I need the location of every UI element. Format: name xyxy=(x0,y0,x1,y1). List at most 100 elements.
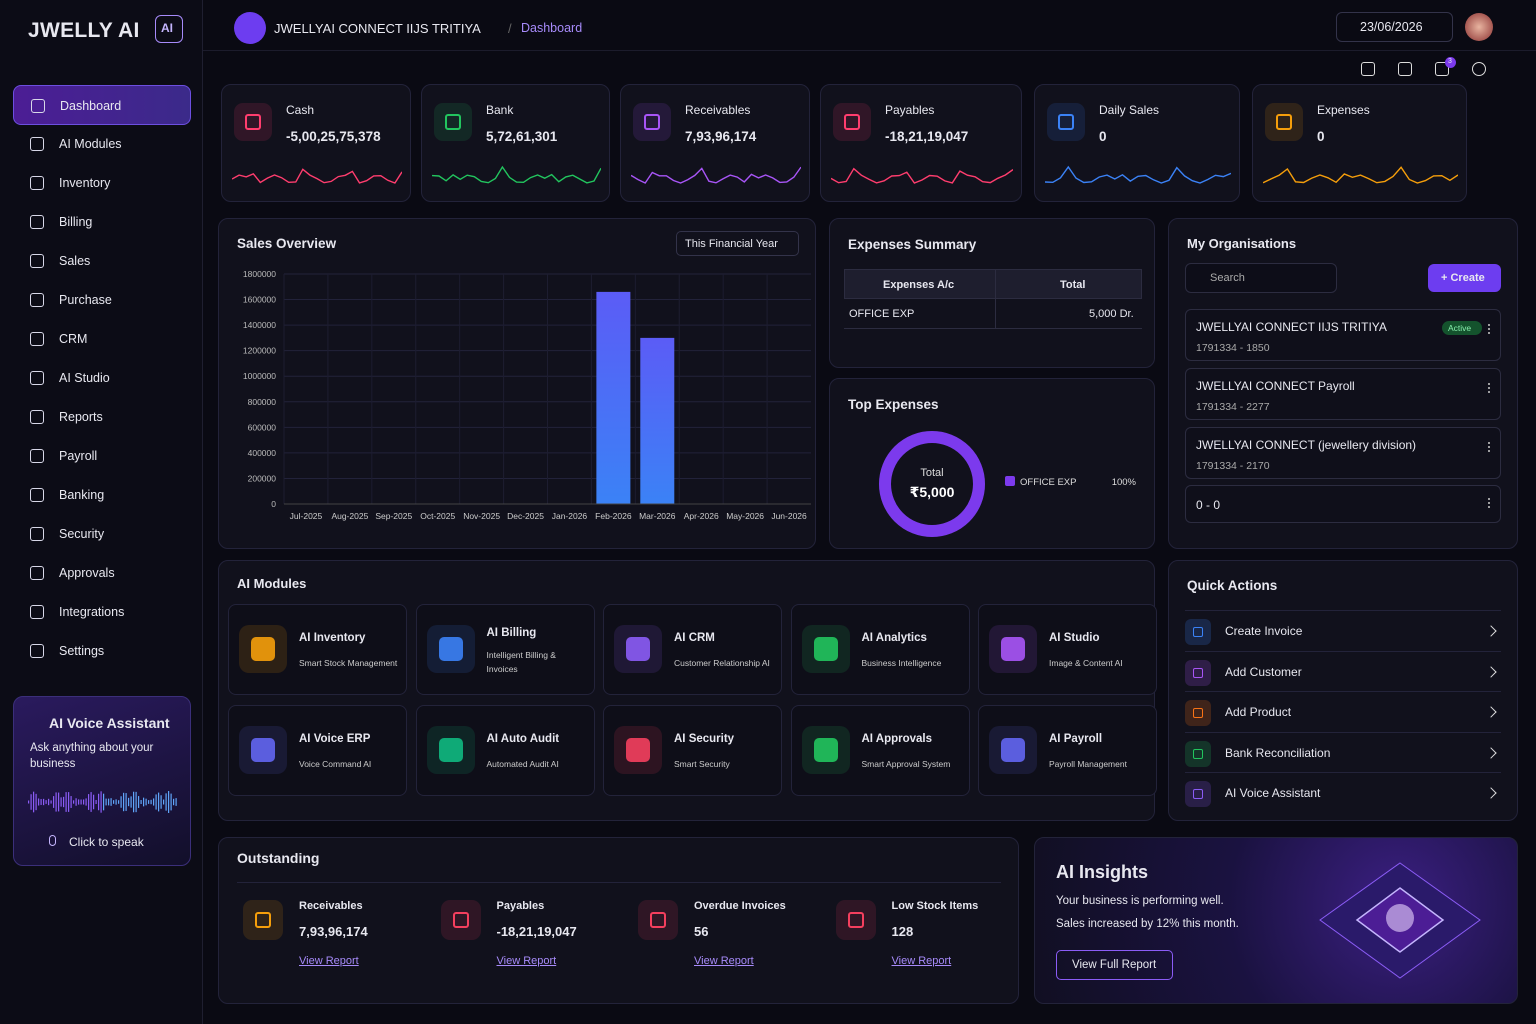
org-item[interactable]: JWELLYAI CONNECT Payroll 1791334 - 2277 xyxy=(1185,368,1501,420)
report-button[interactable]: View Full Report xyxy=(1056,950,1173,980)
module-name: AI Inventory xyxy=(299,632,366,644)
org-code: 1791334 - 2277 xyxy=(1196,401,1270,413)
refresh-icon[interactable] xyxy=(1398,62,1412,76)
module-card[interactable]: AI Analytics Business Intelligence xyxy=(790,604,970,695)
nav-icon xyxy=(30,488,44,502)
breadcrumb[interactable]: Dashboard xyxy=(521,21,583,35)
wave-bar xyxy=(165,793,167,811)
nav-item[interactable]: Purchase xyxy=(13,280,191,320)
nav-label: Inventory xyxy=(59,176,111,190)
quick-action[interactable]: Bank Reconciliation xyxy=(1185,731,1501,773)
module-glyph xyxy=(438,738,463,762)
module-name: AI Voice ERP xyxy=(299,733,371,745)
module-card[interactable]: AI CRM Customer Relationship AI xyxy=(603,604,782,695)
search-box[interactable]: Search xyxy=(1185,263,1337,293)
kebab-dot xyxy=(1488,332,1490,334)
report-link[interactable]: View Report xyxy=(496,955,557,967)
org-item[interactable]: 0 - 0 xyxy=(1185,485,1501,523)
nav-item[interactable]: Security xyxy=(13,514,191,554)
module-desc: Smart Approval System xyxy=(861,759,951,769)
report-link[interactable]: View Report xyxy=(694,955,754,967)
module-card[interactable]: AI Payroll Payroll Management xyxy=(978,705,1157,796)
outstanding-icon xyxy=(835,900,876,940)
nav-item[interactable]: AI Modules xyxy=(13,124,191,164)
wave-bar xyxy=(95,799,97,805)
nav-item[interactable]: Banking xyxy=(13,475,191,515)
nav-item[interactable]: Sales xyxy=(13,241,191,281)
avatar[interactable] xyxy=(1465,13,1493,41)
module-card[interactable]: AI Voice ERP Voice Command AI xyxy=(228,705,407,796)
nav-item[interactable]: AI Studio xyxy=(13,358,191,398)
org-item[interactable]: JWELLYAI CONNECT IIJS TRITIYA 1791334 - 1… xyxy=(1185,309,1501,361)
cell: OFFICE EXP xyxy=(849,308,915,320)
create-button[interactable]: + Create xyxy=(1428,264,1501,292)
module-card[interactable]: AI Approvals Smart Approval System xyxy=(790,705,970,796)
nav-item[interactable]: CRM xyxy=(13,319,191,359)
stat-card: Bank 5,72,61,301 xyxy=(421,84,610,202)
voice-title: AI Voice Assistant xyxy=(49,715,170,731)
nav-item[interactable]: Integrations xyxy=(13,592,191,632)
quick-action[interactable]: Add Product xyxy=(1185,691,1501,732)
cell: 5,000 Dr. xyxy=(1089,308,1134,320)
nav-item[interactable]: Approvals xyxy=(13,553,191,593)
settings-icon[interactable] xyxy=(1472,62,1486,76)
module-glyph xyxy=(1001,738,1025,762)
divider xyxy=(237,882,1001,883)
module-card[interactable]: AI Billing Intelligent Billing & Invoices xyxy=(415,604,595,695)
wave-bar xyxy=(108,798,110,806)
org-item[interactable]: JWELLYAI CONNECT (jewellery division) 179… xyxy=(1185,427,1501,479)
nav-item[interactable]: Reports xyxy=(13,397,191,437)
report-link[interactable]: View Report xyxy=(299,955,359,967)
module-card[interactable]: AI Auto Audit Automated Audit AI xyxy=(415,705,595,796)
date-picker[interactable]: 23/06/2026 xyxy=(1336,12,1453,42)
stat-label: Bank xyxy=(486,103,514,117)
legend-label: OFFICE EXP xyxy=(1020,477,1076,488)
column-header: Total xyxy=(1060,279,1086,291)
voice-button[interactable]: Click to speak xyxy=(69,835,144,849)
star-icon[interactable] xyxy=(1361,62,1375,76)
quick-action[interactable]: Add Customer xyxy=(1185,650,1501,692)
report-link[interactable]: View Report xyxy=(891,955,952,967)
wave-bar xyxy=(170,793,172,811)
module-card[interactable]: AI Inventory Smart Stock Management xyxy=(228,604,407,695)
org-name: 0 - 0 xyxy=(1196,498,1221,512)
outstanding-value: 56 xyxy=(694,924,709,939)
chevron-right xyxy=(1485,746,1497,759)
period-filter[interactable]: This Financial Year xyxy=(676,231,799,256)
x-tick-label: Mar-2026 xyxy=(639,511,676,521)
wave-bar xyxy=(103,793,105,811)
nav-item[interactable]: Settings xyxy=(13,631,191,671)
outstanding-value: -18,21,19,047 xyxy=(496,924,577,939)
nav-icon xyxy=(30,410,44,424)
x-tick-label: Nov-2025 xyxy=(463,511,500,521)
nav-item[interactable]: Payroll xyxy=(13,436,191,476)
module-card[interactable]: AI Security Smart Security xyxy=(603,705,782,796)
wave-bar xyxy=(53,796,55,808)
module-desc: Business Intelligence xyxy=(861,658,942,668)
module-name: AI Approvals xyxy=(861,733,933,745)
stat-value: 0 xyxy=(1317,129,1325,144)
wave-bar xyxy=(58,792,60,812)
bell-icon[interactable] xyxy=(1435,62,1449,76)
kebab-dot xyxy=(1488,446,1490,448)
x-tick-label: Apr-2026 xyxy=(684,511,719,521)
wave-bar xyxy=(43,798,45,806)
quick-action[interactable]: AI Voice Assistant xyxy=(1185,772,1501,813)
outstanding-label: Payables xyxy=(496,900,545,912)
nav-item[interactable]: Inventory xyxy=(13,163,191,203)
wave-bar xyxy=(28,800,30,804)
quick-action[interactable]: Create Invoice xyxy=(1185,610,1501,651)
panel-title: Expenses Summary xyxy=(848,237,977,252)
module-card[interactable]: AI Studio Image & Content AI xyxy=(978,604,1157,695)
action-icon xyxy=(1185,740,1211,767)
nav-icon xyxy=(30,332,44,346)
stat-value: 5,72,61,301 xyxy=(486,129,558,144)
menu-button[interactable] xyxy=(234,12,266,44)
action-glyph xyxy=(1193,708,1203,718)
nav-item[interactable]: Dashboard xyxy=(13,85,191,125)
stat-icon xyxy=(234,103,272,141)
separator: / xyxy=(508,21,512,36)
table-header: Expenses A/c Total xyxy=(844,269,1142,299)
nav-item[interactable]: Billing xyxy=(13,202,191,242)
wave-bar xyxy=(90,792,92,812)
